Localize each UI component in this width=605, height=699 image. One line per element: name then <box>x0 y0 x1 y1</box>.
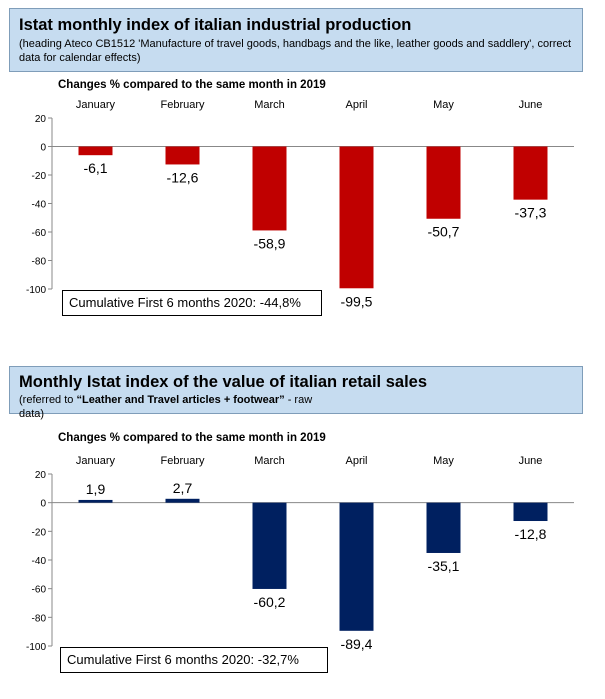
category-label: June <box>519 455 543 467</box>
panel-subtitle: (referred to “Leather and Travel article… <box>19 393 339 421</box>
industrial-production-panel: Istat monthly index of italian industria… <box>0 0 605 330</box>
y-tick-label: -80 <box>32 257 47 268</box>
subtitle-bold: “Leather and Travel articles + footwear” <box>76 394 285 406</box>
panel-title: Monthly Istat index of the value of ital… <box>19 373 428 391</box>
subtitle-prefix: (referred to <box>19 394 77 406</box>
cumulative-box: Cumulative First 6 months 2020: -44,8% <box>62 290 322 316</box>
y-tick-label: 20 <box>35 470 47 481</box>
data-label: -35,1 <box>428 558 460 574</box>
bar-april <box>339 502 374 631</box>
y-tick-label: 20 <box>35 114 47 125</box>
data-label: -50,7 <box>428 224 460 240</box>
y-tick-label: -40 <box>32 556 47 567</box>
category-label: March <box>254 455 285 467</box>
category-label: February <box>160 99 205 111</box>
data-label: 1,9 <box>86 481 106 497</box>
y-tick-label: -60 <box>32 585 47 596</box>
bar-march <box>252 502 287 589</box>
data-label: -12,8 <box>515 526 547 542</box>
bar-march <box>252 146 287 231</box>
panel-header: Monthly Istat index of the value of ital… <box>9 366 583 420</box>
y-tick-label: 0 <box>40 143 46 154</box>
chart-subtitle: Changes % compared to the same month in … <box>58 432 326 444</box>
bar-june <box>513 146 548 200</box>
panel-header: Istat monthly index of italian industria… <box>9 8 583 72</box>
data-label: -37,3 <box>515 205 547 221</box>
y-tick-label: -20 <box>32 527 47 538</box>
data-label: 2,7 <box>173 480 193 496</box>
data-label: -6,1 <box>83 160 107 176</box>
bar-february <box>165 498 200 503</box>
subtitle-suffix: - raw data) <box>19 394 313 420</box>
bar-january <box>78 499 113 503</box>
data-label: -89,4 <box>341 636 373 652</box>
y-tick-label: -20 <box>32 171 47 182</box>
panel-subtitle: (heading Ateco CB1512 'Manufacture of tr… <box>19 38 572 64</box>
category-label: April <box>345 99 367 111</box>
category-label: January <box>76 99 116 111</box>
data-label: -99,5 <box>341 293 373 309</box>
panel-title: Istat monthly index of italian industria… <box>19 16 412 34</box>
y-tick-label: -100 <box>26 285 46 296</box>
bar-may <box>426 146 461 219</box>
bar-february <box>165 146 200 165</box>
category-label: May <box>433 99 454 111</box>
data-label: -58,9 <box>254 235 286 251</box>
data-label: -60,2 <box>254 594 286 610</box>
y-tick-label: -40 <box>32 200 47 211</box>
y-tick-label: -80 <box>32 613 47 624</box>
bar-january <box>78 146 113 156</box>
y-tick-label: -100 <box>26 642 46 653</box>
data-label: -12,6 <box>167 169 199 185</box>
retail-sales-panel: Monthly Istat index of the value of ital… <box>0 362 605 699</box>
category-label: June <box>519 99 543 111</box>
bar-may <box>426 502 461 553</box>
y-tick-label: -60 <box>32 228 47 239</box>
retail-sales-bar-chart: 20 0 -20 -40 -60 -80 -100 January 1,9 February 2,7… <box>26 455 574 653</box>
category-label: May <box>433 455 454 467</box>
industrial-production-bar-chart: 20 0 -20 -40 -60 -80 -100 January -6,1 February -1… <box>26 99 574 309</box>
category-label: March <box>254 99 285 111</box>
category-label: April <box>345 455 367 467</box>
bar-april <box>339 146 374 289</box>
y-tick-label: 0 <box>40 499 46 510</box>
category-label: February <box>160 455 205 467</box>
cumulative-box: Cumulative First 6 months 2020: -32,7% <box>60 647 328 673</box>
bar-june <box>513 502 548 522</box>
category-label: January <box>76 455 116 467</box>
chart-subtitle: Changes % compared to the same month in … <box>58 79 326 91</box>
